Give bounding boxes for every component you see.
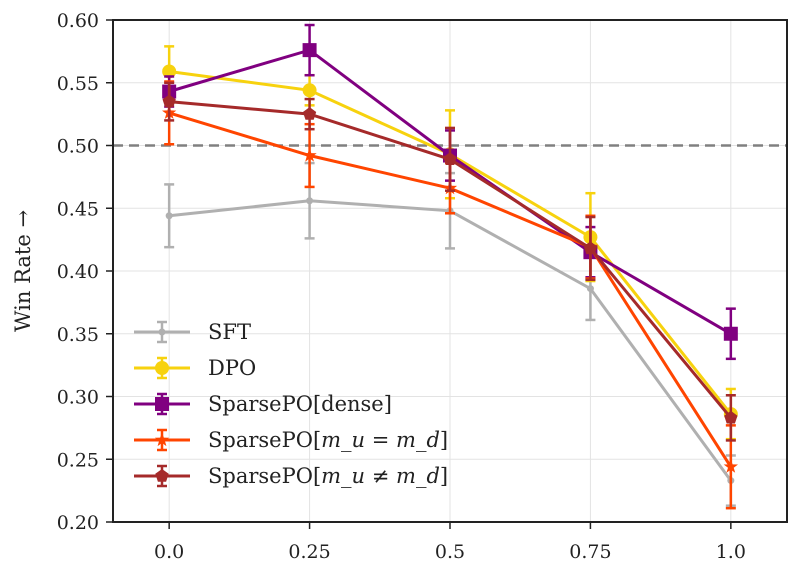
x-tick-label: 0.25 bbox=[288, 541, 330, 563]
data-point bbox=[302, 148, 317, 162]
legend-label-text: SparsePO[ bbox=[208, 428, 321, 452]
series-group bbox=[162, 23, 738, 510]
y-axis-ticks: 0.20 0.25 0.30 0.35 0.40 0.45 0.50 0.55 0.60 bbox=[57, 10, 113, 534]
legend-label: SparsePO[m_u ≠ m_d] bbox=[208, 464, 448, 488]
legend-label: SFT bbox=[208, 320, 251, 344]
legend-label-math: m_u = m_d bbox=[321, 428, 440, 452]
y-axis-label: Win Rate → bbox=[11, 210, 35, 332]
data-point bbox=[723, 459, 738, 473]
data-point bbox=[155, 397, 169, 411]
legend-item: SparsePO[m_u ≠ m_d] bbox=[134, 464, 448, 488]
y-tick-label: 0.60 bbox=[57, 10, 99, 32]
data-point bbox=[724, 410, 738, 424]
legend-item: SFT bbox=[134, 320, 251, 344]
y-tick-label: 0.20 bbox=[57, 512, 99, 534]
data-point bbox=[162, 64, 177, 79]
data-point bbox=[443, 152, 457, 165]
y-tick-label: 0.40 bbox=[57, 261, 99, 283]
y-tick-label: 0.55 bbox=[57, 73, 99, 95]
data-point bbox=[583, 241, 598, 255]
data-point bbox=[158, 328, 166, 336]
legend-label-bracket: ] bbox=[440, 464, 448, 488]
legend-item: SparsePO[m_u = m_d] bbox=[134, 428, 448, 452]
data-point bbox=[302, 43, 317, 58]
legend-label-math: m_u ≠ m_d bbox=[321, 464, 440, 488]
legend-label-text: SparsePO[ bbox=[208, 464, 321, 488]
data-point bbox=[162, 94, 176, 108]
series-sparsepo-mu-md- bbox=[162, 81, 738, 442]
data-point bbox=[155, 361, 169, 375]
legend: SFT DPO SparsePO[dense] SparsePO[m_u = m_d]… bbox=[134, 320, 448, 488]
x-tick-label: 1.0 bbox=[716, 541, 746, 563]
y-tick-label: 0.25 bbox=[57, 449, 99, 471]
y-tick-label: 0.45 bbox=[57, 198, 99, 220]
x-tick-label: 0.75 bbox=[569, 541, 611, 563]
data-point bbox=[723, 326, 738, 341]
y-tick-label: 0.50 bbox=[57, 136, 99, 158]
x-axis-ticks: 0.0 0.25 0.5 0.75 1.0 bbox=[154, 522, 746, 563]
legend-item: SparsePO[dense] bbox=[134, 392, 392, 416]
legend-label: DPO bbox=[208, 356, 256, 380]
legend-item: DPO bbox=[134, 356, 256, 380]
data-point bbox=[586, 285, 594, 293]
data-point bbox=[302, 107, 317, 120]
x-tick-label: 0.0 bbox=[154, 541, 184, 563]
legend-label-bracket: ] bbox=[440, 428, 448, 452]
y-tick-label: 0.30 bbox=[57, 387, 99, 409]
data-point bbox=[306, 197, 314, 205]
data-point bbox=[155, 469, 169, 482]
x-tick-label: 0.5 bbox=[435, 541, 465, 563]
legend-label: SparsePO[m_u = m_d] bbox=[208, 428, 448, 452]
data-point bbox=[165, 212, 173, 220]
legend-label: SparsePO[dense] bbox=[208, 392, 392, 416]
data-point bbox=[154, 432, 170, 447]
data-point bbox=[302, 83, 317, 98]
y-tick-label: 0.35 bbox=[57, 324, 99, 346]
